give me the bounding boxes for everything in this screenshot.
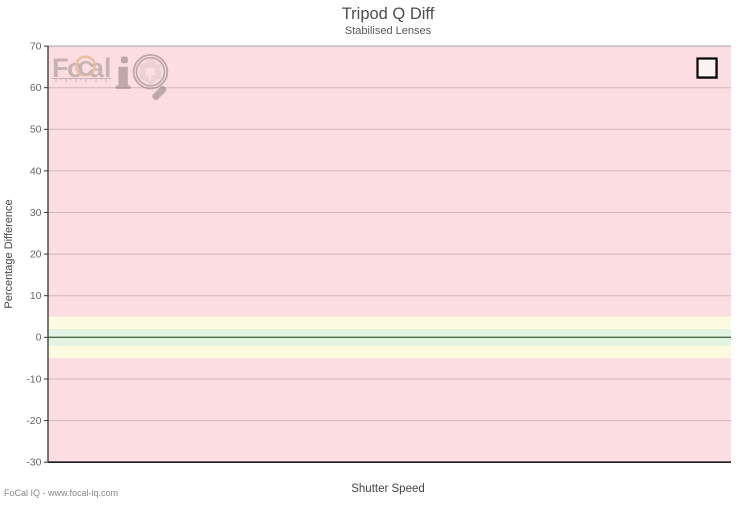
svg-text:50: 50	[30, 124, 42, 136]
svg-text:-30: -30	[26, 457, 41, 469]
svg-text:C: C	[78, 58, 93, 81]
svg-text:20: 20	[30, 249, 42, 261]
svg-text:Shutter Speed: Shutter Speed	[351, 483, 425, 495]
svg-text:-20: -20	[26, 415, 41, 427]
svg-text:10: 10	[30, 290, 42, 302]
svg-text:0: 0	[36, 332, 42, 344]
svg-text:60: 60	[30, 82, 42, 94]
svg-text:70: 70	[30, 41, 42, 53]
svg-text:Percentage Difference: Percentage Difference	[3, 199, 15, 308]
svg-text:Stabilised Lenses: Stabilised Lenses	[345, 25, 432, 37]
svg-text:FoCal IQ - www.focal-iq.com: FoCal IQ - www.focal-iq.com	[4, 488, 118, 498]
svg-text:30: 30	[30, 207, 42, 219]
svg-text:-10: -10	[26, 373, 41, 385]
svg-text:40: 40	[30, 165, 42, 177]
svg-text:Tripod Q Diff: Tripod Q Diff	[342, 5, 435, 23]
